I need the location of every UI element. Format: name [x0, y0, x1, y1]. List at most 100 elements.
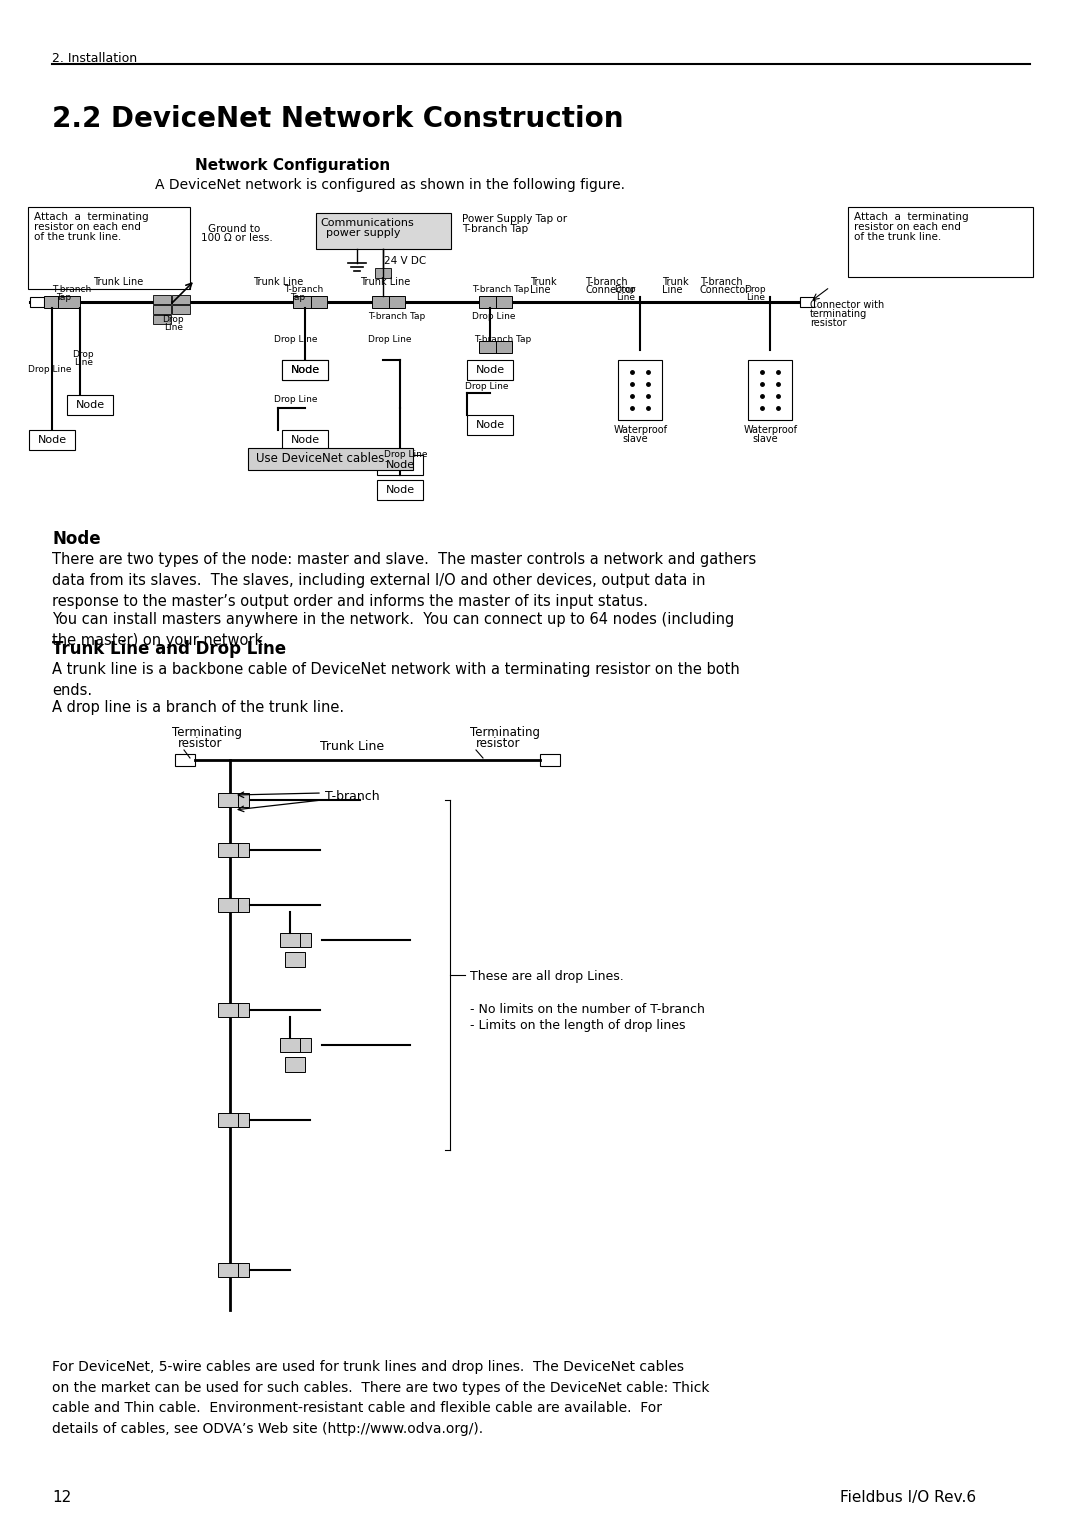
FancyBboxPatch shape — [800, 296, 814, 307]
Text: T-branch: T-branch — [284, 286, 323, 293]
Text: Drop: Drop — [72, 350, 94, 359]
FancyBboxPatch shape — [285, 1057, 305, 1073]
Text: Node: Node — [475, 365, 504, 374]
Text: Drop Line: Drop Line — [465, 382, 509, 391]
Text: slave: slave — [622, 434, 648, 445]
Text: Line: Line — [530, 286, 551, 295]
FancyBboxPatch shape — [372, 296, 394, 309]
FancyBboxPatch shape — [28, 206, 190, 289]
Text: of the trunk line.: of the trunk line. — [854, 232, 942, 241]
Text: Node: Node — [291, 365, 320, 374]
FancyBboxPatch shape — [280, 1038, 302, 1051]
FancyBboxPatch shape — [282, 429, 328, 451]
Text: terminating: terminating — [810, 309, 867, 319]
FancyBboxPatch shape — [467, 361, 513, 380]
Text: Drop Line: Drop Line — [472, 312, 515, 321]
Text: Trunk Line: Trunk Line — [360, 277, 410, 287]
FancyBboxPatch shape — [375, 267, 391, 278]
Text: of the trunk line.: of the trunk line. — [33, 232, 121, 241]
Text: A trunk line is a backbone cable of DeviceNet network with a terminating resisto: A trunk line is a backbone cable of Devi… — [52, 662, 740, 698]
FancyBboxPatch shape — [248, 448, 413, 471]
Text: Waterproof: Waterproof — [615, 425, 669, 435]
FancyBboxPatch shape — [293, 296, 318, 309]
Text: Terminating: Terminating — [172, 726, 242, 740]
FancyBboxPatch shape — [58, 296, 80, 309]
FancyBboxPatch shape — [496, 341, 512, 353]
Text: Line: Line — [746, 293, 765, 303]
FancyBboxPatch shape — [300, 1038, 311, 1051]
Text: Connector: Connector — [700, 286, 751, 295]
Text: T-branch: T-branch — [52, 286, 91, 293]
Text: Node: Node — [291, 435, 320, 445]
FancyBboxPatch shape — [377, 480, 423, 500]
FancyBboxPatch shape — [618, 361, 662, 420]
Text: Terminating: Terminating — [470, 726, 540, 740]
Text: T-branch Tap: T-branch Tap — [462, 225, 528, 234]
Text: Node: Node — [291, 365, 320, 374]
FancyBboxPatch shape — [285, 952, 305, 967]
Text: power supply: power supply — [326, 228, 401, 238]
FancyBboxPatch shape — [218, 898, 240, 912]
FancyBboxPatch shape — [848, 206, 1032, 277]
FancyBboxPatch shape — [153, 295, 171, 304]
Text: A DeviceNet network is configured as shown in the following figure.: A DeviceNet network is configured as sho… — [156, 177, 625, 193]
Text: Trunk Line: Trunk Line — [253, 277, 303, 287]
Text: Node: Node — [38, 435, 67, 445]
Text: Trunk Line and Drop Line: Trunk Line and Drop Line — [52, 640, 286, 659]
Text: 100 Ω or less.: 100 Ω or less. — [201, 232, 273, 243]
FancyBboxPatch shape — [480, 296, 501, 309]
Text: Attach  a  terminating: Attach a terminating — [33, 212, 149, 222]
FancyBboxPatch shape — [30, 296, 44, 307]
Text: Trunk: Trunk — [530, 277, 556, 287]
FancyBboxPatch shape — [467, 416, 513, 435]
Text: 2.2 DeviceNet Network Construction: 2.2 DeviceNet Network Construction — [52, 105, 623, 133]
FancyBboxPatch shape — [496, 296, 512, 309]
Text: T-branch: T-branch — [700, 277, 743, 287]
Text: Line: Line — [75, 358, 93, 367]
Text: A drop line is a branch of the trunk line.: A drop line is a branch of the trunk lin… — [52, 700, 345, 715]
FancyBboxPatch shape — [218, 1112, 240, 1128]
Text: Use DeviceNet cables.: Use DeviceNet cables. — [256, 452, 388, 465]
FancyBboxPatch shape — [748, 361, 792, 420]
Text: Line: Line — [616, 293, 635, 303]
Text: Drop Line: Drop Line — [274, 396, 318, 403]
FancyBboxPatch shape — [311, 296, 327, 309]
Text: Trunk Line: Trunk Line — [93, 277, 144, 287]
FancyBboxPatch shape — [67, 396, 113, 416]
Text: Trunk: Trunk — [662, 277, 689, 287]
Text: Ground to: Ground to — [208, 225, 260, 234]
Text: There are two types of the node: master and slave.  The master controls a networ: There are two types of the node: master … — [52, 552, 756, 610]
FancyBboxPatch shape — [218, 793, 240, 807]
Text: Trunk Line: Trunk Line — [320, 740, 384, 753]
Text: T-branch Tap: T-branch Tap — [472, 286, 529, 293]
Text: These are all drop Lines.: These are all drop Lines. — [470, 970, 624, 983]
FancyBboxPatch shape — [44, 296, 66, 309]
FancyBboxPatch shape — [29, 429, 75, 451]
FancyBboxPatch shape — [218, 1264, 240, 1277]
FancyBboxPatch shape — [389, 296, 405, 309]
Text: Node: Node — [52, 530, 100, 549]
Text: Attach  a  terminating: Attach a terminating — [854, 212, 969, 222]
FancyBboxPatch shape — [238, 1002, 249, 1018]
Text: You can install masters anywhere in the network.  You can connect up to 64 nodes: You can install masters anywhere in the … — [52, 613, 734, 648]
FancyBboxPatch shape — [218, 1002, 240, 1018]
Text: T-branch: T-branch — [325, 790, 380, 804]
FancyBboxPatch shape — [316, 212, 451, 249]
Text: - Limits on the length of drop lines: - Limits on the length of drop lines — [470, 1019, 686, 1031]
Text: Line: Line — [164, 322, 183, 332]
Text: Fieldbus I/O Rev.6: Fieldbus I/O Rev.6 — [840, 1490, 976, 1505]
Text: Node: Node — [386, 460, 415, 471]
Text: T-branch Tap: T-branch Tap — [368, 312, 426, 321]
Text: For DeviceNet, 5-wire cables are used for trunk lines and drop lines.  The Devic: For DeviceNet, 5-wire cables are used fo… — [52, 1360, 710, 1436]
Text: 24 V DC: 24 V DC — [384, 257, 427, 266]
Text: Drop Line: Drop Line — [274, 335, 318, 344]
FancyBboxPatch shape — [238, 843, 249, 857]
Text: Connector: Connector — [585, 286, 635, 295]
FancyBboxPatch shape — [282, 361, 328, 380]
Text: Drop: Drop — [162, 315, 184, 324]
Text: - No limits on the number of T-branch: - No limits on the number of T-branch — [470, 1002, 705, 1016]
Text: Waterproof: Waterproof — [744, 425, 798, 435]
Text: resistor: resistor — [810, 318, 847, 329]
Text: 12: 12 — [52, 1490, 71, 1505]
FancyBboxPatch shape — [238, 898, 249, 912]
